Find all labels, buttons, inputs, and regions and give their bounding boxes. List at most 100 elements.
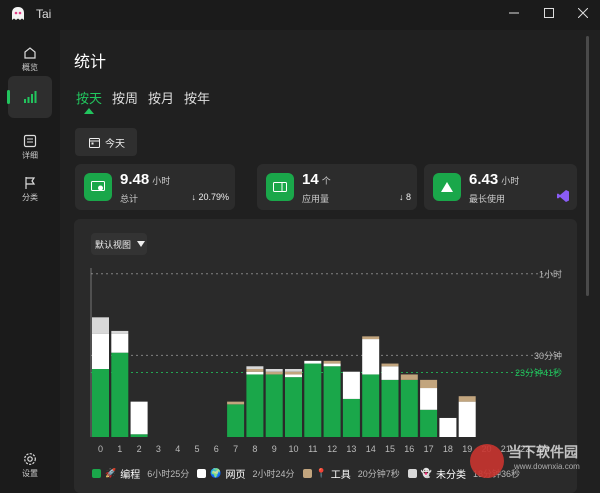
minimize-icon [509,12,519,14]
tab-month[interactable]: 按月 [148,91,175,106]
legend-category-icon: 👻 [420,468,432,478]
caret-down-icon [137,241,146,247]
tab-year[interactable]: 按年 [184,91,211,106]
watermark: 当下软件园 www.downxia.com [470,440,594,486]
sidebar: 概览 详细 分类 设置 [0,30,60,493]
legend-item[interactable]: 📍 工具 20分钟7秒 [302,466,400,481]
bar-segment [381,363,399,367]
bar-segment [285,374,302,378]
bar-segment [458,396,476,402]
bar-segment [111,330,129,334]
legend-swatch [302,469,312,478]
watermark-logo-icon [470,444,504,478]
triangle-up-icon [433,173,461,201]
sidebar-item-categories[interactable]: 分类 [8,168,52,210]
tab-day[interactable]: 按天 [76,91,103,106]
bar-segment [265,374,283,437]
card-label: 应用量 [302,194,330,204]
legend-time: 2小时24分 [252,469,295,479]
bar-segment [342,398,360,437]
summary-card-longest: 6.43 小时 最长使用 [424,164,577,210]
legend-name: 网页 [225,470,246,481]
maximize-icon [544,8,554,18]
x-tick-label: 17 [424,444,434,454]
minimize-button[interactable] [497,0,531,26]
bar-segment [246,371,264,375]
bar-segment [265,371,283,375]
bar-segment [246,369,264,372]
app-title: Tai [36,7,52,21]
x-tick-label: 16 [404,444,414,454]
tab-week[interactable]: 按周 [112,91,139,106]
bar-segment [92,369,109,437]
window-icon [266,173,294,201]
x-tick-label: 1 [117,444,122,454]
bar-segment [92,333,109,369]
active-indicator [7,90,10,104]
legend-swatch [197,469,207,478]
x-tick-label: 15 [385,444,395,454]
sidebar-item-settings[interactable]: 设置 [8,444,52,486]
page-title: 统计 [74,54,107,71]
bar-segment [304,360,322,364]
bar-segment [458,401,476,437]
legend-category-icon: 🚀 [105,468,117,478]
sidebar-item-statistics[interactable] [7,76,52,118]
bar-segment [362,339,380,375]
bar-segment [227,401,245,405]
bar-segment [246,374,264,437]
card-value: 6.43 小时 [469,171,520,188]
bar-segment [381,379,399,437]
x-tick-label: 23 [539,444,549,454]
tab-active-indicator [84,108,94,114]
legend-category-icon: 🌍 [210,468,222,478]
x-tick-label: 12 [327,444,337,454]
legend-name: 编程 [120,470,141,481]
legend-item[interactable]: 🚀 编程 6小时25分 [92,466,189,481]
sidebar-item-label: 概览 [22,62,38,72]
summary-card-apps: 14 个 应用量 ↓ 8 [257,164,417,210]
title-bar: Tai [0,0,600,30]
today-button[interactable]: 今天 [75,128,137,156]
watermark-text: 当下软件园 [508,444,578,460]
reference-line-label: 1小时 [539,268,562,279]
reference-line-label: 30分钟 [534,350,562,361]
view-select[interactable]: 默认视图 [91,233,147,255]
x-tick-label: 9 [272,444,277,454]
x-tick-label: 14 [366,444,376,454]
x-tick-label: 6 [214,444,219,454]
bar-segment [111,333,129,353]
maximize-button[interactable] [532,0,566,26]
summary-card-total: 9.48 小时 总计 ↓ 20.79% [75,164,235,210]
bar-segment [420,379,438,389]
bar-segment [342,371,360,399]
x-tick-label: 18 [443,444,453,454]
bar-segment [400,379,418,437]
sidebar-item-details[interactable]: 详细 [8,126,52,168]
close-button[interactable] [566,0,600,26]
legend-name: 未分类 [435,470,466,481]
legend-time: 20分钟7秒 [357,469,400,479]
bar-segment [246,366,264,369]
visual-studio-icon [557,190,569,202]
card-label: 最长使用 [469,194,506,204]
sidebar-item-overview[interactable]: 概览 [8,38,52,80]
legend-item[interactable]: 🌍 网页 2小时24分 [197,466,295,481]
x-tick-label: 3 [156,444,161,454]
bar-segment [265,369,283,372]
bar-segment [381,366,399,380]
legend-swatch [92,469,101,478]
bar-segment [285,369,302,372]
bar-segment [111,352,129,437]
legend-time: 6小时25分 [147,469,190,479]
x-tick-label: 22 [520,444,530,454]
bar-segment [362,336,380,340]
x-tick-label: 10 [288,444,298,454]
scrollbar[interactable] [586,36,589,296]
legend-category-icon: 📍 [315,468,327,478]
x-tick-label: 5 [194,444,199,454]
bar-segment [323,366,341,437]
x-tick-label: 2 [137,444,142,454]
x-tick-label: 13 [346,444,356,454]
